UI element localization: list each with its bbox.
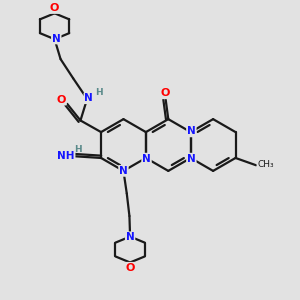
Text: H: H (74, 145, 81, 154)
Text: N: N (187, 126, 196, 136)
Text: CH₃: CH₃ (257, 160, 274, 169)
Text: NH: NH (57, 151, 75, 160)
Text: H: H (95, 88, 103, 98)
Text: N: N (142, 154, 151, 164)
Text: O: O (50, 3, 59, 13)
Text: N: N (84, 93, 93, 103)
Text: O: O (125, 263, 135, 273)
Text: N: N (119, 166, 128, 176)
Text: N: N (126, 232, 134, 242)
Text: N: N (52, 34, 61, 44)
Text: O: O (161, 88, 170, 98)
Text: O: O (56, 94, 66, 105)
Text: N: N (187, 154, 196, 164)
